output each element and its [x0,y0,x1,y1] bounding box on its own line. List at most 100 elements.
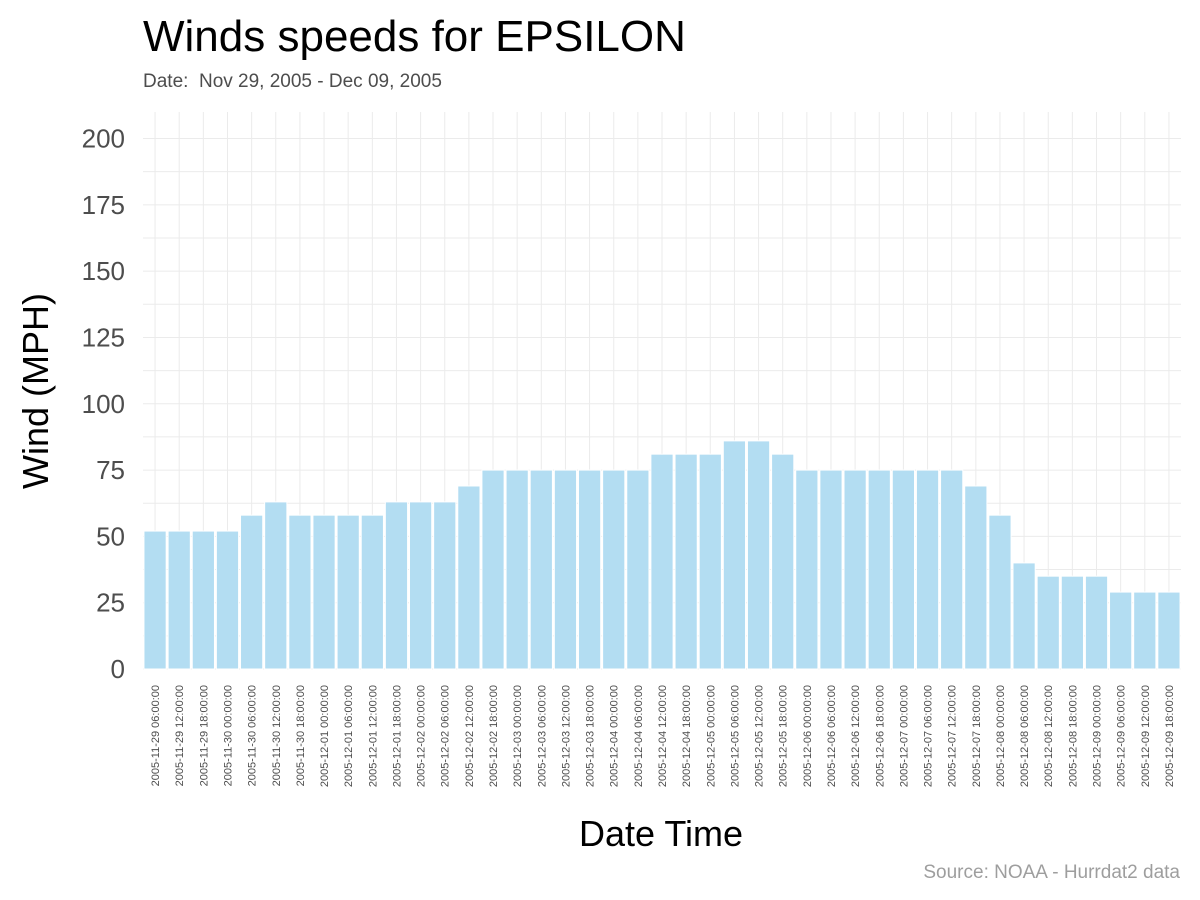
bar [1036,575,1060,670]
bar [1060,575,1084,670]
y-tick-label: 175 [82,190,125,220]
chart-caption: Source: NOAA - Hurrdat2 data [923,862,1180,883]
bars [143,440,1181,670]
y-tick-label: 25 [96,588,125,618]
x-tick-label: 2005-12-03 00:00:00 [512,685,524,787]
bar [288,514,312,670]
bar [505,469,529,670]
x-tick-label: 2005-12-08 12:00:00 [1043,685,1055,787]
y-tick-label: 75 [96,455,125,485]
bar [650,453,674,670]
y-tick-label: 150 [82,256,125,286]
x-tick-label: 2005-12-09 12:00:00 [1140,685,1152,787]
bar [191,530,215,670]
x-tick-label: 2005-12-05 12:00:00 [754,685,766,787]
bar [602,469,626,670]
bar [1012,562,1036,670]
x-axis-ticks: 2005-11-29 06:00:00 2005-11-29 12:00:00 20… [150,685,1176,787]
bar [143,530,167,670]
x-tick-label: 2005-12-06 12:00:00 [850,685,862,787]
bar [915,469,940,670]
bar [1157,591,1181,670]
x-tick-label: 2005-12-03 06:00:00 [536,685,548,787]
bar [384,501,409,670]
bar [1084,575,1109,670]
x-tick-label: 2005-12-07 18:00:00 [971,685,983,787]
bar [577,469,602,670]
x-tick-label: 2005-11-29 06:00:00 [150,685,162,786]
bar [264,501,288,670]
x-tick-label: 2005-12-02 00:00:00 [416,685,428,787]
chart-subtitle: Date: Nov 29, 2005 - Dec 09, 2005 [143,71,442,92]
x-tick-label: 2005-11-29 12:00:00 [174,685,186,786]
bar [553,469,578,670]
bar [433,501,457,670]
x-tick-label: 2005-12-07 12:00:00 [947,685,959,787]
x-tick-label: 2005-12-02 12:00:00 [464,685,476,787]
x-tick-label: 2005-12-04 00:00:00 [609,685,621,787]
bar [891,469,915,670]
bar [409,501,433,670]
x-tick-label: 2005-12-05 06:00:00 [729,685,741,787]
x-tick-label: 2005-12-03 18:00:00 [585,685,597,787]
bar [722,440,747,670]
x-tick-label: 2005-12-01 18:00:00 [391,685,403,787]
x-tick-label: 2005-12-05 00:00:00 [705,685,717,787]
x-tick-label: 2005-12-02 18:00:00 [488,685,500,787]
bar [240,514,264,670]
bar [771,453,795,670]
x-tick-label: 2005-11-30 12:00:00 [271,685,283,786]
x-tick-label: 2005-12-04 06:00:00 [633,685,645,787]
bar [312,514,336,670]
x-tick-label: 2005-12-01 00:00:00 [319,685,331,787]
x-tick-label: 2005-12-09 18:00:00 [1164,685,1176,787]
x-tick-label: 2005-11-29 18:00:00 [198,685,210,786]
x-tick-label: 2005-11-30 18:00:00 [295,685,307,786]
x-tick-label: 2005-12-08 06:00:00 [1019,685,1031,787]
x-tick-label: 2005-12-04 12:00:00 [657,685,669,787]
bar [529,469,553,670]
bar [867,469,891,670]
x-tick-label: 2005-12-06 06:00:00 [826,685,838,787]
bar [940,469,964,670]
x-tick-label: 2005-12-06 18:00:00 [874,685,886,787]
chart-title: Winds speeds for EPSILON [143,12,686,61]
x-tick-label: 2005-12-03 12:00:00 [560,685,572,787]
x-tick-label: 2005-12-07 00:00:00 [898,685,910,787]
y-tick-label: 0 [111,654,125,684]
x-tick-label: 2005-12-01 12:00:00 [367,685,379,787]
y-axis-label: Wind (MPH) [15,293,56,489]
bar [167,530,191,670]
bar [674,453,698,670]
bar [1109,591,1133,670]
bar [481,469,505,670]
x-tick-label: 2005-12-01 06:00:00 [343,685,355,787]
y-axis-ticks: 0 25 50 75 100 125 150 175 200 [82,124,125,684]
x-tick-label: 2005-12-06 00:00:00 [802,685,814,787]
bar [843,469,867,670]
x-tick-label: 2005-12-08 18:00:00 [1067,685,1079,787]
bar [964,485,988,670]
bar [988,514,1012,670]
x-tick-label: 2005-12-04 18:00:00 [681,685,693,787]
x-axis-label: Date Time [579,813,743,854]
x-tick-label: 2005-12-02 06:00:00 [440,685,452,787]
bar [626,469,650,670]
bar [457,485,481,670]
y-tick-label: 125 [82,322,125,352]
bar [1133,591,1157,670]
bar [819,469,843,670]
bar [336,514,360,670]
x-tick-label: 2005-12-09 00:00:00 [1092,685,1104,787]
y-tick-label: 50 [96,521,125,551]
bar [746,440,771,670]
x-tick-label: 2005-11-30 00:00:00 [222,685,234,786]
y-tick-label: 100 [82,389,125,419]
x-tick-label: 2005-11-30 06:00:00 [247,685,259,786]
bar [215,530,240,670]
y-tick-label: 200 [82,124,125,154]
bar [698,453,722,670]
bar [795,469,819,670]
x-tick-label: 2005-12-07 06:00:00 [923,685,935,787]
bar [360,514,384,670]
